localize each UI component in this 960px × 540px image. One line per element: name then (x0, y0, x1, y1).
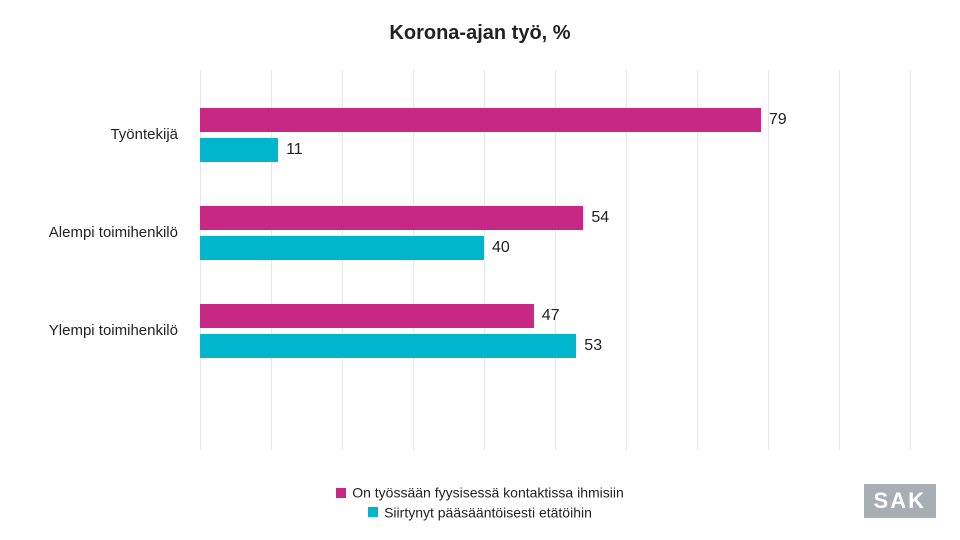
chart-page: Korona-ajan työ, % Työntekijä 79 11 Alempi … (0, 0, 960, 540)
plot-area: Työntekijä7911Alempi toimihenkilö5440Yle… (200, 70, 910, 450)
value-label: 47 (534, 304, 560, 328)
legend-label: Siirtynyt pääsääntöisesti etätöihin (384, 504, 592, 520)
legend-swatch (336, 488, 346, 498)
bar (200, 206, 583, 230)
grid-line (910, 70, 911, 450)
legend-label: On työssään fyysisessä kontaktissa ihmis… (352, 485, 624, 501)
category-label: Työntekijä (0, 126, 190, 143)
value-label: 40 (484, 236, 510, 260)
value-label: 79 (761, 108, 787, 132)
category-label: Ylempi toimihenkilö (0, 322, 190, 339)
bar (200, 138, 278, 162)
bar (200, 108, 761, 132)
category-label: Alempi toimihenkilö (0, 224, 190, 241)
bar (200, 304, 534, 328)
bar (200, 334, 576, 358)
grid-line (839, 70, 840, 450)
legend-item: Siirtynyt pääsääntöisesti etätöihin (0, 503, 960, 520)
sak-logo: SAK (864, 484, 936, 518)
legend-swatch (368, 507, 378, 517)
chart-title: Korona-ajan työ, % (0, 22, 960, 45)
value-label: 54 (583, 206, 609, 230)
value-label: 11 (278, 138, 303, 162)
bar (200, 236, 484, 260)
legend-item: On työssään fyysisessä kontaktissa ihmis… (0, 483, 960, 500)
legend: On työssään fyysisessä kontaktissa ihmis… (0, 481, 960, 522)
value-label: 53 (576, 334, 602, 358)
